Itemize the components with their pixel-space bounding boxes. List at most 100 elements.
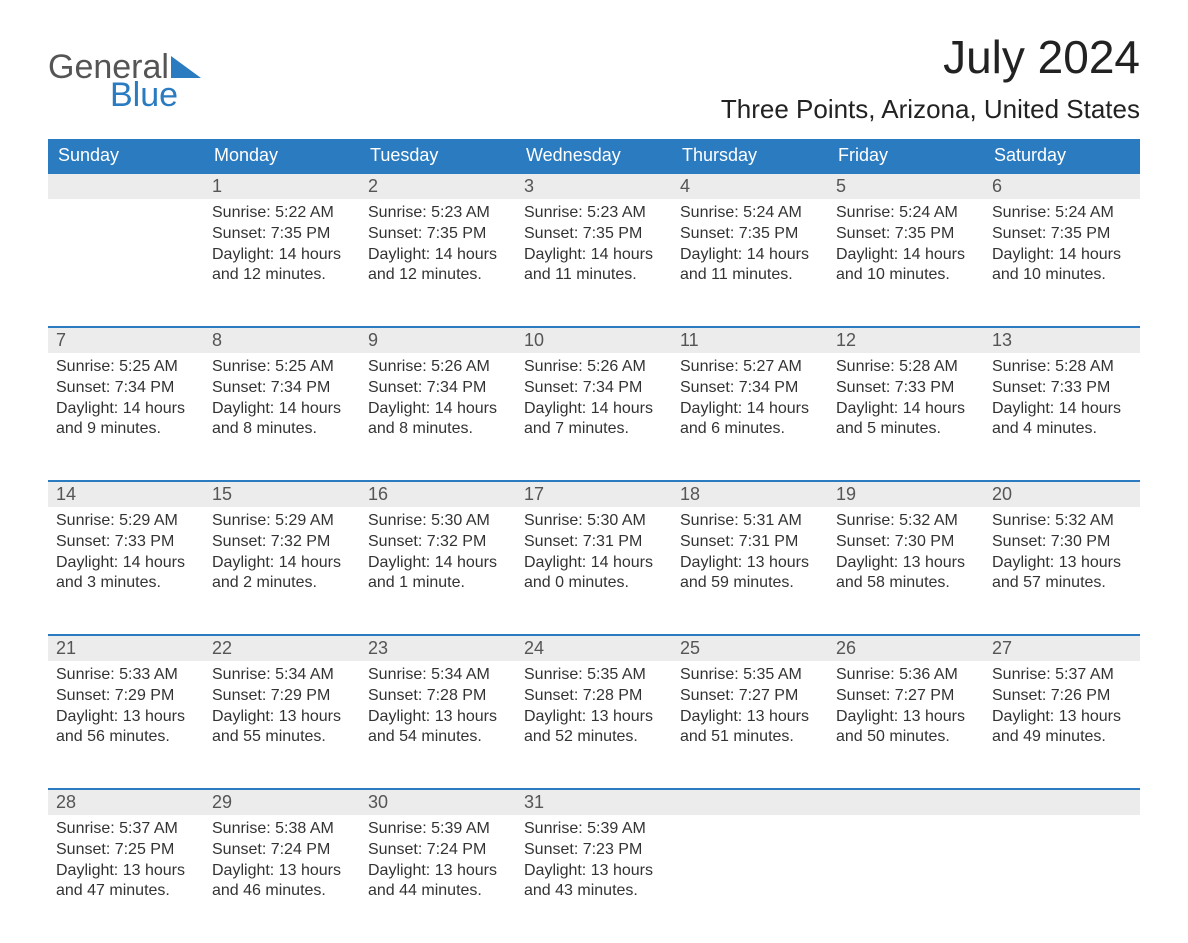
- day-cell: Sunrise: 5:24 AMSunset: 7:35 PMDaylight:…: [672, 199, 828, 327]
- day-cell: Sunrise: 5:31 AMSunset: 7:31 PMDaylight:…: [672, 507, 828, 635]
- day-content: Sunrise: 5:27 AMSunset: 7:34 PMDaylight:…: [672, 353, 828, 452]
- day-content: Sunrise: 5:24 AMSunset: 7:35 PMDaylight:…: [984, 199, 1140, 298]
- day-content: Sunrise: 5:34 AMSunset: 7:29 PMDaylight:…: [204, 661, 360, 760]
- day-cell: Sunrise: 5:29 AMSunset: 7:33 PMDaylight:…: [48, 507, 204, 635]
- week-daynum-row: 78910111213: [48, 327, 1140, 353]
- day-content: Sunrise: 5:37 AMSunset: 7:26 PMDaylight:…: [984, 661, 1140, 760]
- day-cell: [672, 815, 828, 943]
- day-cell: Sunrise: 5:34 AMSunset: 7:29 PMDaylight:…: [204, 661, 360, 789]
- day-content: Sunrise: 5:25 AMSunset: 7:34 PMDaylight:…: [48, 353, 204, 452]
- day-number: [672, 790, 828, 815]
- day-number: 9: [360, 328, 516, 353]
- day-number: 23: [360, 636, 516, 661]
- day-content: Sunrise: 5:39 AMSunset: 7:24 PMDaylight:…: [360, 815, 516, 914]
- day-content: Sunrise: 5:23 AMSunset: 7:35 PMDaylight:…: [360, 199, 516, 298]
- day-header: Sunday: [48, 139, 204, 173]
- day-cell: Sunrise: 5:35 AMSunset: 7:28 PMDaylight:…: [516, 661, 672, 789]
- day-cell: Sunrise: 5:23 AMSunset: 7:35 PMDaylight:…: [360, 199, 516, 327]
- day-content: Sunrise: 5:32 AMSunset: 7:30 PMDaylight:…: [984, 507, 1140, 606]
- day-content: Sunrise: 5:35 AMSunset: 7:28 PMDaylight:…: [516, 661, 672, 760]
- week-daynum-row: 28293031: [48, 789, 1140, 815]
- day-number: 1: [204, 174, 360, 199]
- week-content-row: Sunrise: 5:33 AMSunset: 7:29 PMDaylight:…: [48, 661, 1140, 789]
- day-cell: Sunrise: 5:30 AMSunset: 7:31 PMDaylight:…: [516, 507, 672, 635]
- day-content: Sunrise: 5:24 AMSunset: 7:35 PMDaylight:…: [672, 199, 828, 298]
- day-number: 2: [360, 174, 516, 199]
- day-cell: Sunrise: 5:24 AMSunset: 7:35 PMDaylight:…: [828, 199, 984, 327]
- day-content: Sunrise: 5:26 AMSunset: 7:34 PMDaylight:…: [360, 353, 516, 452]
- day-cell: Sunrise: 5:22 AMSunset: 7:35 PMDaylight:…: [204, 199, 360, 327]
- day-cell: [828, 815, 984, 943]
- day-cell: Sunrise: 5:37 AMSunset: 7:26 PMDaylight:…: [984, 661, 1140, 789]
- week-content-row: Sunrise: 5:25 AMSunset: 7:34 PMDaylight:…: [48, 353, 1140, 481]
- day-number: 25: [672, 636, 828, 661]
- day-header: Tuesday: [360, 139, 516, 173]
- day-number: 24: [516, 636, 672, 661]
- week-content-row: Sunrise: 5:37 AMSunset: 7:25 PMDaylight:…: [48, 815, 1140, 943]
- day-content: Sunrise: 5:32 AMSunset: 7:30 PMDaylight:…: [828, 507, 984, 606]
- day-cell: Sunrise: 5:27 AMSunset: 7:34 PMDaylight:…: [672, 353, 828, 481]
- day-number: 3: [516, 174, 672, 199]
- day-cell: Sunrise: 5:30 AMSunset: 7:32 PMDaylight:…: [360, 507, 516, 635]
- day-number: 14: [48, 482, 204, 507]
- day-content: Sunrise: 5:22 AMSunset: 7:35 PMDaylight:…: [204, 199, 360, 298]
- day-number: 5: [828, 174, 984, 199]
- week-content-row: Sunrise: 5:29 AMSunset: 7:33 PMDaylight:…: [48, 507, 1140, 635]
- day-number: [48, 174, 204, 199]
- day-cell: Sunrise: 5:38 AMSunset: 7:24 PMDaylight:…: [204, 815, 360, 943]
- day-cell: Sunrise: 5:33 AMSunset: 7:29 PMDaylight:…: [48, 661, 204, 789]
- day-cell: Sunrise: 5:28 AMSunset: 7:33 PMDaylight:…: [828, 353, 984, 481]
- day-cell: Sunrise: 5:32 AMSunset: 7:30 PMDaylight:…: [828, 507, 984, 635]
- day-cell: Sunrise: 5:26 AMSunset: 7:34 PMDaylight:…: [516, 353, 672, 481]
- day-cell: Sunrise: 5:23 AMSunset: 7:35 PMDaylight:…: [516, 199, 672, 327]
- calendar-table: SundayMondayTuesdayWednesdayThursdayFrid…: [48, 139, 1140, 943]
- day-cell: Sunrise: 5:32 AMSunset: 7:30 PMDaylight:…: [984, 507, 1140, 635]
- day-content: Sunrise: 5:23 AMSunset: 7:35 PMDaylight:…: [516, 199, 672, 298]
- day-header-row: SundayMondayTuesdayWednesdayThursdayFrid…: [48, 139, 1140, 173]
- day-cell: Sunrise: 5:37 AMSunset: 7:25 PMDaylight:…: [48, 815, 204, 943]
- day-number: 17: [516, 482, 672, 507]
- day-header: Wednesday: [516, 139, 672, 173]
- day-content: Sunrise: 5:34 AMSunset: 7:28 PMDaylight:…: [360, 661, 516, 760]
- day-content: Sunrise: 5:35 AMSunset: 7:27 PMDaylight:…: [672, 661, 828, 760]
- day-number: 10: [516, 328, 672, 353]
- day-content: Sunrise: 5:25 AMSunset: 7:34 PMDaylight:…: [204, 353, 360, 452]
- day-number: 13: [984, 328, 1140, 353]
- day-content: Sunrise: 5:30 AMSunset: 7:32 PMDaylight:…: [360, 507, 516, 606]
- day-number: 21: [48, 636, 204, 661]
- day-number: 15: [204, 482, 360, 507]
- day-number: 20: [984, 482, 1140, 507]
- day-cell: Sunrise: 5:25 AMSunset: 7:34 PMDaylight:…: [48, 353, 204, 481]
- day-number: 18: [672, 482, 828, 507]
- day-content: Sunrise: 5:36 AMSunset: 7:27 PMDaylight:…: [828, 661, 984, 760]
- day-content: Sunrise: 5:37 AMSunset: 7:25 PMDaylight:…: [48, 815, 204, 914]
- location-subtitle: Three Points, Arizona, United States: [721, 94, 1140, 125]
- day-number: 30: [360, 790, 516, 815]
- day-number: [984, 790, 1140, 815]
- week-daynum-row: 14151617181920: [48, 481, 1140, 507]
- month-title: July 2024: [721, 30, 1140, 84]
- day-content: Sunrise: 5:26 AMSunset: 7:34 PMDaylight:…: [516, 353, 672, 452]
- day-content: Sunrise: 5:24 AMSunset: 7:35 PMDaylight:…: [828, 199, 984, 298]
- brand-logo: General Blue: [48, 50, 201, 112]
- day-number: 16: [360, 482, 516, 507]
- day-number: 27: [984, 636, 1140, 661]
- day-number: 19: [828, 482, 984, 507]
- day-cell: Sunrise: 5:26 AMSunset: 7:34 PMDaylight:…: [360, 353, 516, 481]
- day-cell: Sunrise: 5:35 AMSunset: 7:27 PMDaylight:…: [672, 661, 828, 789]
- day-number: 28: [48, 790, 204, 815]
- day-header: Saturday: [984, 139, 1140, 173]
- day-number: 26: [828, 636, 984, 661]
- brand-triangle-icon: [171, 56, 201, 78]
- day-number: 29: [204, 790, 360, 815]
- day-number: 8: [204, 328, 360, 353]
- day-number: [828, 790, 984, 815]
- day-cell: [48, 199, 204, 327]
- day-content: Sunrise: 5:28 AMSunset: 7:33 PMDaylight:…: [984, 353, 1140, 452]
- day-header: Thursday: [672, 139, 828, 173]
- day-number: 6: [984, 174, 1140, 199]
- day-cell: Sunrise: 5:34 AMSunset: 7:28 PMDaylight:…: [360, 661, 516, 789]
- day-content: Sunrise: 5:30 AMSunset: 7:31 PMDaylight:…: [516, 507, 672, 606]
- day-content: Sunrise: 5:28 AMSunset: 7:33 PMDaylight:…: [828, 353, 984, 452]
- day-number: 12: [828, 328, 984, 353]
